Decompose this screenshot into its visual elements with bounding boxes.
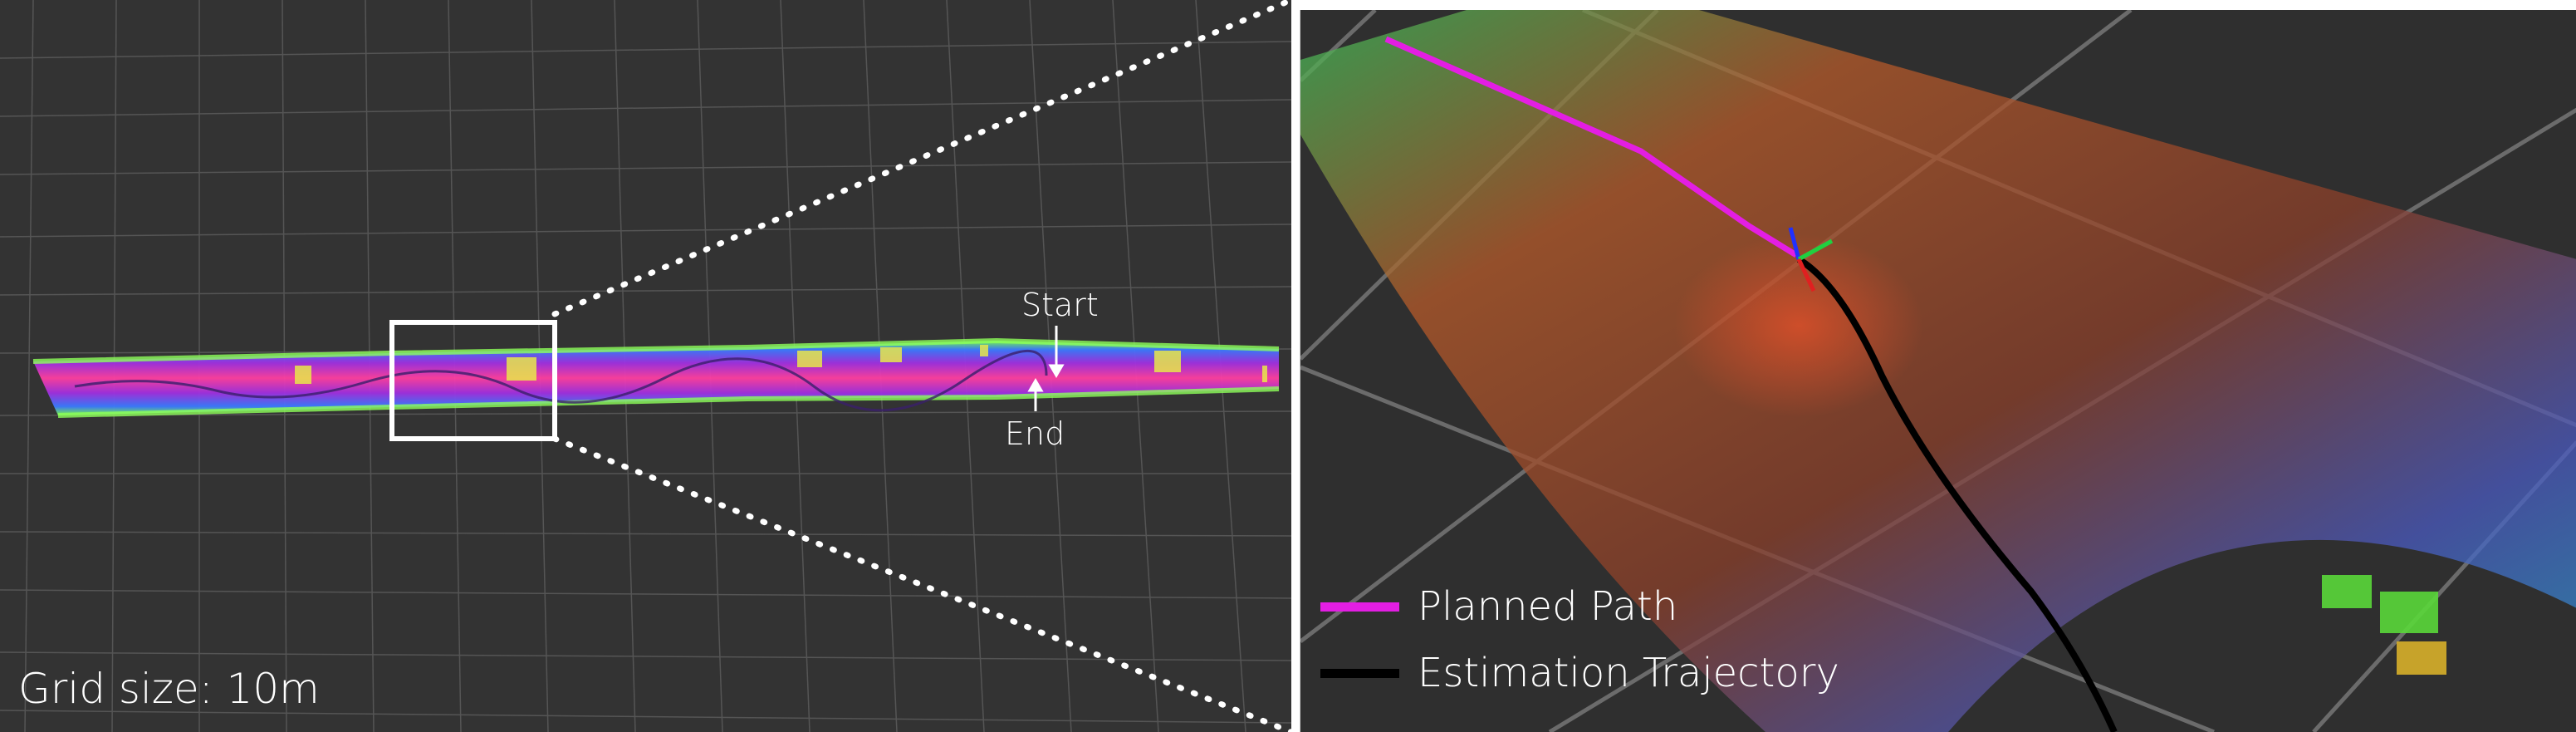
legend-swatch-estimation-trajectory <box>1320 668 1399 678</box>
overview-map-panel: Grid size: 10m Start End <box>0 0 1291 732</box>
legend-swatch-planned-path <box>1320 602 1399 612</box>
legend-item-estimation-trajectory: Estimation Trajectory <box>1320 640 1839 706</box>
zoomed-view-panel <box>1300 10 2576 732</box>
legend-item-planned-path: Planned Path <box>1320 573 1839 640</box>
end-label: End <box>1005 415 1065 452</box>
legend-label-planned-path: Planned Path <box>1418 583 1678 630</box>
structure-cluster <box>2322 575 2446 675</box>
zoom-region-box <box>389 320 557 441</box>
zoomed-view-canvas <box>1300 10 2576 732</box>
pose-axes-icon <box>1788 227 1834 292</box>
estimation-trajectory-line <box>1796 256 2118 732</box>
end-arrow <box>1027 378 1044 411</box>
zoom-point-cloud <box>1300 10 2576 732</box>
start-arrow <box>1048 326 1065 378</box>
planned-path-line <box>1384 36 1798 258</box>
start-label: Start <box>1021 287 1099 323</box>
legend-label-estimation-trajectory: Estimation Trajectory <box>1418 650 1839 696</box>
grid-size-label: Grid size: 10m <box>18 665 320 713</box>
legend: Planned Path Estimation Trajectory <box>1320 573 1839 706</box>
overview-map-canvas <box>0 0 1291 732</box>
point-cloud-corridor <box>32 337 1280 418</box>
